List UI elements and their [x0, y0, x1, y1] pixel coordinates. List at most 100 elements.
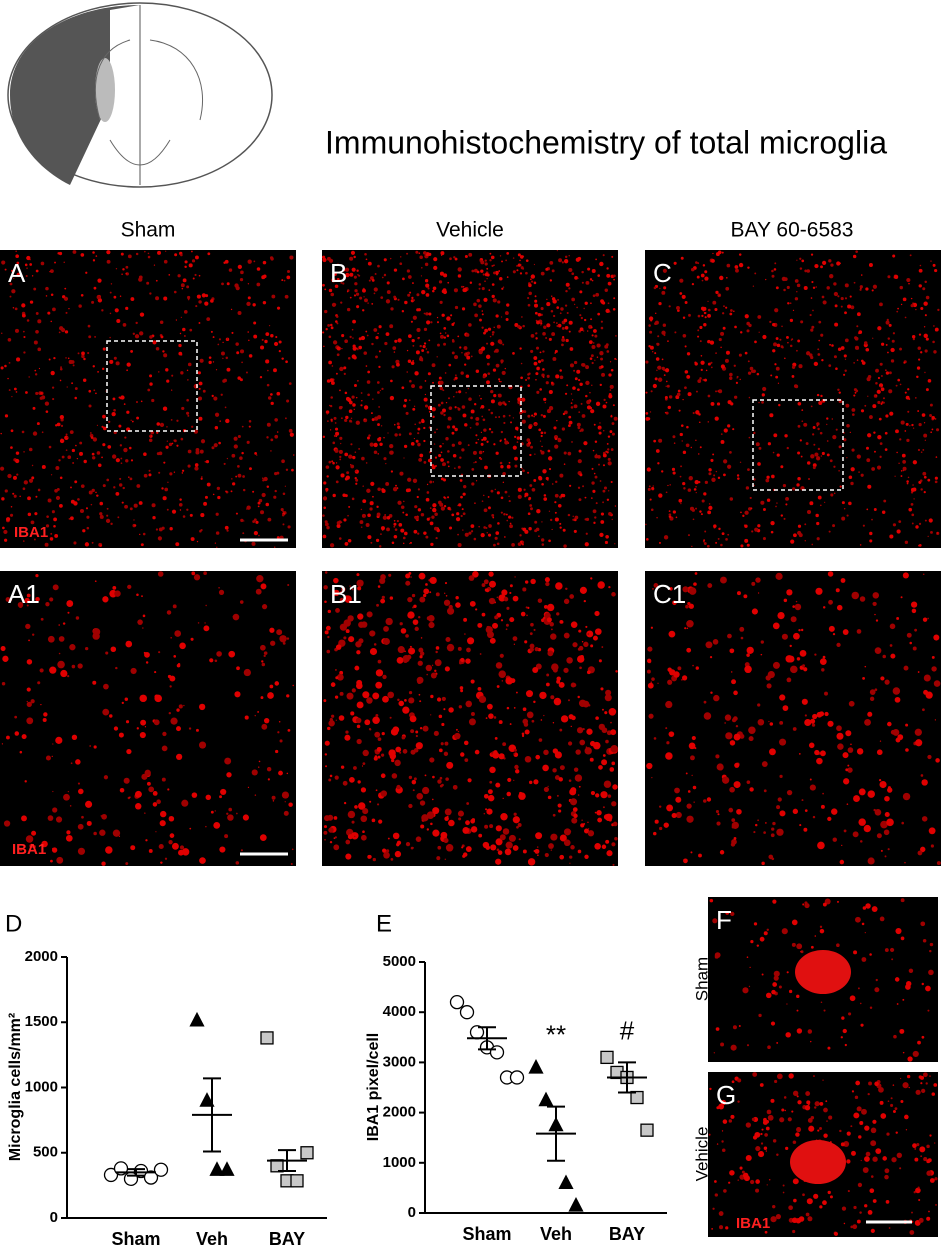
signal-dot — [525, 606, 528, 609]
signal-dot — [596, 810, 602, 816]
signal-dot — [335, 669, 337, 671]
signal-dot — [278, 770, 283, 776]
signal-dot — [822, 792, 824, 795]
signal-dot — [764, 1230, 768, 1234]
signal-dot — [163, 259, 168, 264]
signal-dot — [765, 1150, 768, 1152]
signal-dot — [679, 475, 682, 478]
signal-dot — [419, 596, 426, 603]
signal-dot — [270, 401, 274, 406]
signal-dot — [568, 320, 573, 325]
signal-dot — [885, 414, 889, 418]
signal-dot — [721, 1130, 724, 1132]
signal-dot — [379, 389, 381, 392]
signal-dot — [912, 484, 914, 486]
signal-dot — [559, 854, 565, 860]
signal-dot — [372, 398, 374, 400]
signal-dot — [850, 305, 855, 310]
signal-dot — [457, 407, 461, 411]
signal-dot — [355, 682, 363, 690]
signal-dot — [548, 337, 552, 341]
signal-dot — [273, 341, 279, 347]
signal-dot — [577, 388, 580, 392]
signal-dot — [777, 797, 782, 802]
signal-dot — [589, 357, 593, 360]
signal-dot — [512, 417, 515, 419]
signal-dot — [675, 796, 682, 803]
signal-dot — [253, 531, 258, 536]
signal-dot — [759, 1083, 764, 1087]
signal-dot — [122, 323, 127, 327]
signal-dot — [96, 295, 101, 300]
signal-dot — [394, 423, 396, 426]
signal-dot — [115, 361, 120, 366]
signal-dot — [657, 366, 659, 369]
signal-dot — [918, 522, 922, 525]
signal-dot — [335, 676, 339, 680]
signal-dot — [336, 263, 340, 266]
signal-dot — [149, 335, 153, 339]
signal-dot — [652, 485, 654, 487]
signal-dot — [474, 313, 478, 318]
signal-dot — [203, 571, 207, 575]
signal-dot — [50, 269, 54, 274]
signal-dot — [70, 486, 72, 489]
signal-dot — [370, 481, 375, 486]
signal-dot — [559, 375, 564, 380]
signal-dot — [163, 296, 168, 301]
signal-dot — [392, 346, 397, 350]
signal-dot — [382, 695, 389, 703]
signal-dot — [256, 454, 258, 456]
signal-dot — [350, 464, 355, 469]
signal-dot — [544, 612, 551, 619]
signal-dot — [808, 478, 810, 480]
signal-dot — [571, 399, 574, 401]
signal-dot — [663, 535, 669, 540]
signal-dot — [748, 323, 752, 328]
signal-dot — [86, 526, 90, 530]
signal-dot — [502, 797, 504, 800]
signal-dot — [191, 792, 198, 798]
signal-dot — [550, 849, 553, 851]
signal-dot — [504, 536, 506, 538]
signal-dot — [345, 853, 352, 860]
signal-dot — [176, 753, 183, 761]
signal-dot — [29, 843, 34, 849]
signal-dot — [676, 392, 681, 397]
signal-dot — [43, 712, 48, 717]
signal-dot — [892, 729, 900, 736]
signal-dot — [609, 361, 612, 363]
signal-dot — [334, 448, 339, 453]
signal-dot — [440, 411, 444, 415]
signal-dot — [34, 373, 38, 376]
signal-dot — [107, 849, 110, 851]
signal-dot — [291, 848, 294, 851]
signal-dot — [49, 597, 54, 602]
signal-dot — [99, 544, 103, 547]
data-point — [600, 1050, 614, 1065]
signal-dot — [796, 1127, 802, 1133]
signal-dot — [135, 252, 139, 256]
signal-dot — [819, 1205, 823, 1209]
signal-dot — [788, 1073, 794, 1079]
signal-dot — [671, 467, 676, 471]
signal-dot — [568, 255, 570, 257]
signal-dot — [26, 659, 33, 665]
signal-dot — [102, 443, 106, 447]
y-tick-label: 3000 — [383, 1053, 416, 1070]
signal-dot — [15, 458, 20, 464]
signal-dot — [925, 691, 933, 699]
signal-dot — [927, 478, 931, 482]
signal-dot — [499, 440, 502, 443]
signal-dot — [194, 255, 199, 260]
signal-dot — [444, 592, 446, 594]
signal-dot — [529, 780, 533, 785]
signal-dot — [731, 1080, 735, 1084]
signal-dot — [446, 761, 454, 769]
signal-dot — [478, 287, 481, 290]
signal-dot — [67, 357, 70, 360]
signal-dot — [850, 1225, 854, 1229]
signal-dot — [615, 335, 617, 337]
signal-dot — [289, 255, 294, 260]
